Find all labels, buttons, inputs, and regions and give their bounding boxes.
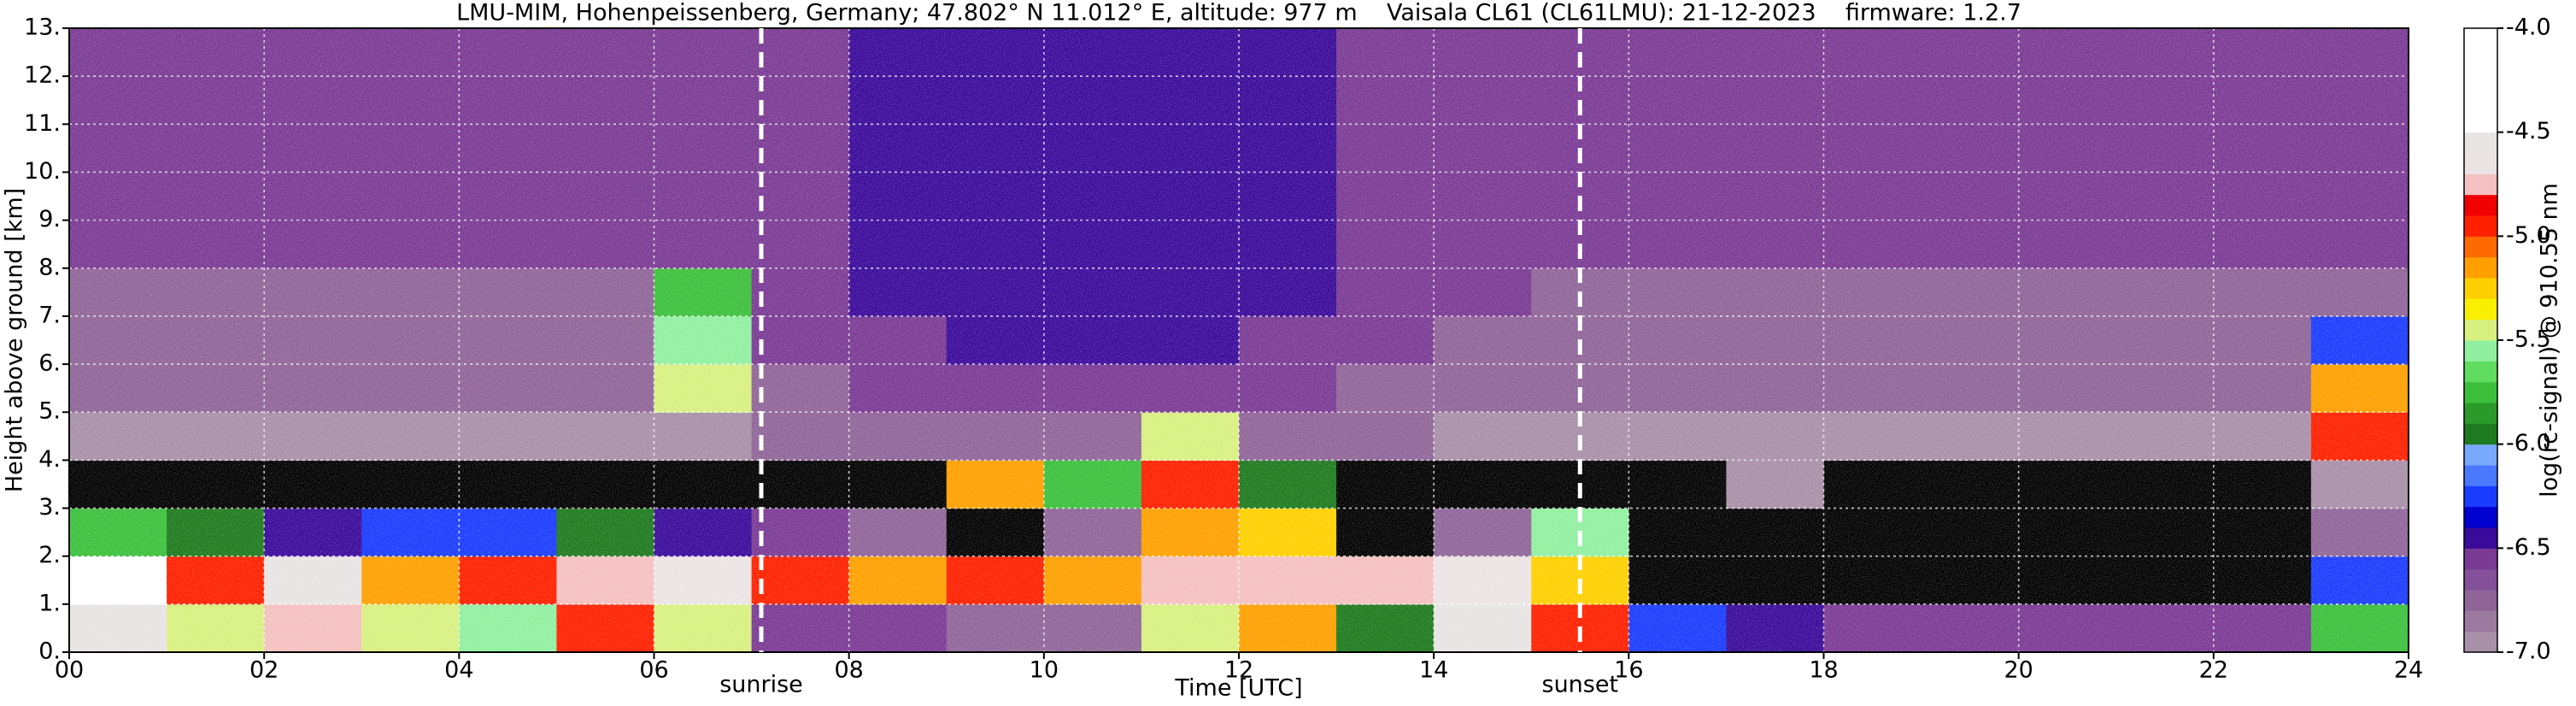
colorbar-band [2464, 153, 2497, 174]
colorbar-band [2464, 444, 2497, 466]
colorbar-band [2464, 465, 2497, 486]
colorbar-band [2464, 236, 2497, 258]
y-tick-label: 1. [38, 590, 61, 616]
colorbar-band [2464, 403, 2497, 424]
colorbar-band [2464, 568, 2497, 591]
colorbar-band [2464, 132, 2497, 154]
colorbar-band [2464, 111, 2497, 133]
y-tick-label: 12. [24, 62, 61, 89]
colorbar-tick-label: -7.0 [2506, 638, 2551, 665]
colorbar-band [2464, 423, 2497, 445]
overlays: 00 02 04 06 08 10 12 14 16 18 20 22 24 0. 1. 2. 3. 4. 5. 6.… [24, 15, 2551, 698]
x-tick-label: 22 [2199, 657, 2228, 684]
colorbar-band [2464, 256, 2497, 279]
y-tick-label: 7. [38, 302, 61, 328]
y-tick-label: 6. [38, 350, 61, 377]
colorbar-tick-label: -5.5 [2506, 327, 2551, 353]
x-tick-label: 20 [2004, 657, 2033, 684]
y-tick-label: 5. [38, 398, 61, 425]
annotation-label: sunset [1542, 672, 1619, 698]
colorbar-band [2464, 548, 2497, 570]
colorbar-band [2464, 361, 2497, 383]
x-tick-label: 14 [1419, 657, 1448, 684]
colorbar-band [2464, 631, 2497, 653]
y-tick-label: 8. [38, 254, 61, 280]
colorbar-band [2464, 340, 2497, 362]
colorbar-band [2464, 91, 2497, 112]
x-tick-label: 24 [2394, 657, 2423, 684]
y-tick-label: 4. [38, 446, 61, 473]
annotation-label: sunrise [719, 672, 803, 698]
x-tick-label: 18 [1809, 657, 1838, 684]
x-tick-label: 12 [1224, 657, 1253, 684]
colorbar-band [2464, 319, 2497, 341]
colorbar-band [2464, 610, 2497, 632]
x-axis-label: Time [UTC] [1174, 675, 1302, 702]
y-tick-label: 13. [24, 15, 61, 41]
y-axis-label: Height above ground [km] [2, 188, 28, 492]
x-tick-label: 06 [639, 657, 668, 684]
colorbar-tick-label: -4.0 [2506, 15, 2551, 41]
colorbar-band [2464, 590, 2497, 611]
colorbar-band [2464, 278, 2497, 299]
y-tick-label: 0. [38, 638, 61, 665]
colorbar-band [2464, 69, 2497, 91]
colorbar-tick-label: -6.0 [2506, 430, 2551, 456]
x-tick-label: 02 [249, 657, 279, 684]
colorbar-tick-label: -4.5 [2506, 118, 2551, 144]
y-tick-label: 9. [38, 206, 61, 232]
colorbar-band [2464, 381, 2497, 403]
x-tick-label: 10 [1030, 657, 1059, 684]
colorbar-tick-label: -6.5 [2506, 534, 2551, 561]
colorbar-band [2464, 174, 2497, 196]
colorbar-band [2464, 28, 2497, 50]
colorbar-band [2464, 527, 2497, 549]
colorbar-band [2464, 215, 2497, 237]
x-tick-label: 00 [55, 657, 84, 684]
colorbar-band [2464, 485, 2497, 508]
colorbar-band [2464, 298, 2497, 321]
colorbar-band [2464, 49, 2497, 71]
y-tick-label: 2. [38, 542, 61, 568]
y-tick-label: 10. [24, 158, 61, 185]
x-tick-label: 16 [1614, 657, 1643, 684]
colorbar-band [2464, 506, 2497, 528]
chart-title: LMU-MIM, Hohenpeissenberg, Germany; 47.8… [456, 0, 2021, 26]
y-tick-label: 3. [38, 494, 61, 521]
x-tick-label: 08 [834, 657, 863, 684]
x-tick-label: 04 [444, 657, 473, 684]
colorbar-band [2464, 194, 2497, 216]
y-tick-label: 11. [24, 110, 61, 137]
colorbar-tick-label: -5.0 [2506, 222, 2551, 249]
colorbar-label: log(rc-signal) @ 910.55 nm [2537, 183, 2563, 497]
